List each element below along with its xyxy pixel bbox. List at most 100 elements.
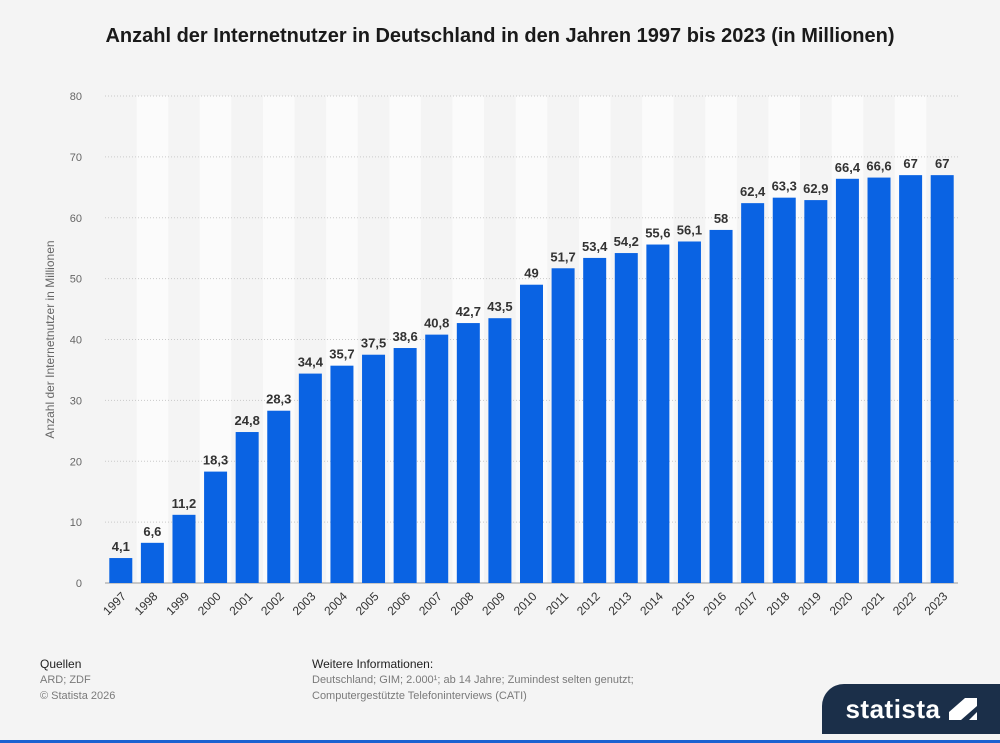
- data-label: 37,5: [361, 336, 386, 351]
- data-label: 51,7: [550, 249, 575, 264]
- bar: [835, 178, 859, 584]
- info-line-1: Deutschland; GIM; 2.000¹; ab 14 Jahre; Z…: [312, 674, 634, 686]
- data-label: 56,1: [677, 222, 702, 237]
- x-tick-label: 2014: [637, 589, 666, 618]
- bar: [204, 471, 228, 583]
- x-tick-label: 1999: [163, 589, 192, 618]
- x-tick-label: 2001: [227, 589, 256, 618]
- y-tick-label: 60: [70, 213, 82, 225]
- data-label: 62,4: [740, 184, 766, 199]
- x-tick-label: 2002: [258, 589, 287, 618]
- data-label: 66,6: [866, 159, 891, 174]
- x-tick-label: 2004: [321, 589, 350, 618]
- bar: [330, 365, 354, 583]
- y-tick-label: 0: [76, 578, 82, 590]
- x-tick-label: 2019: [795, 589, 824, 618]
- x-tick-label: 2008: [448, 589, 477, 618]
- x-tick-label: 2006: [384, 589, 413, 618]
- x-tick-label: 2013: [606, 589, 635, 618]
- x-tick-label: 2000: [195, 589, 224, 618]
- bar: [583, 257, 607, 583]
- data-label: 62,9: [803, 181, 828, 196]
- x-tick-label: 2016: [700, 589, 729, 618]
- data-label: 43,5: [487, 299, 512, 314]
- x-tick-label: 2020: [827, 589, 856, 618]
- x-tick-label: 2003: [290, 589, 319, 618]
- bar: [235, 432, 259, 583]
- data-label: 42,7: [456, 304, 481, 319]
- bar: [709, 229, 733, 584]
- data-label: 63,3: [772, 179, 797, 194]
- bar: [646, 244, 670, 583]
- bar: [930, 175, 954, 583]
- info-block: Weitere Informationen: Deutschland; GIM;…: [312, 656, 634, 704]
- y-tick-label: 50: [70, 274, 82, 286]
- bar: [772, 197, 796, 583]
- bar: [425, 334, 449, 583]
- bar: [551, 268, 575, 583]
- x-tick-label: 2022: [890, 589, 919, 618]
- data-label: 24,8: [235, 413, 260, 428]
- bar: [109, 558, 133, 583]
- data-label: 67: [935, 156, 949, 171]
- x-tick-label: 2010: [511, 589, 540, 618]
- y-tick-label: 70: [70, 152, 82, 164]
- data-label: 28,3: [266, 392, 291, 407]
- x-tick-label: 1997: [100, 589, 129, 618]
- data-label: 4,1: [112, 539, 130, 554]
- info-heading: Weitere Informationen:: [312, 657, 434, 671]
- y-tick-label: 40: [70, 335, 82, 347]
- statista-logo[interactable]: statista: [822, 684, 1000, 734]
- bar: [899, 175, 923, 583]
- data-label: 11,2: [172, 496, 197, 511]
- data-label: 6,6: [143, 524, 161, 539]
- x-tick-label: 2007: [416, 589, 445, 618]
- y-tick-label: 80: [70, 91, 82, 103]
- bar: [362, 354, 386, 583]
- logo-text: statista: [845, 693, 941, 724]
- bar: [614, 253, 638, 583]
- x-tick-label: 2009: [479, 589, 508, 618]
- bar: [393, 348, 417, 583]
- data-label: 58: [714, 211, 728, 226]
- y-tick-label: 20: [70, 456, 82, 468]
- data-label: 49: [524, 266, 538, 281]
- bar: [867, 177, 891, 583]
- copyright-text: © Statista 2026: [40, 690, 116, 702]
- x-tick-label: 2012: [574, 589, 603, 618]
- data-label: 54,2: [614, 234, 639, 249]
- bar: [140, 542, 164, 583]
- bar: [677, 241, 701, 583]
- bar: [456, 323, 480, 583]
- bar: [172, 514, 196, 583]
- sources-text: ARD; ZDF: [40, 674, 91, 686]
- bottom-accent-line: [0, 740, 1000, 743]
- bar: [741, 203, 765, 583]
- x-tick-label: 2011: [543, 589, 571, 617]
- x-tick-label: 2018: [764, 589, 793, 618]
- bar: [488, 318, 512, 583]
- y-tick-label: 30: [70, 395, 82, 407]
- data-label: 40,8: [424, 316, 449, 331]
- data-label: 38,6: [392, 329, 417, 344]
- data-label: 35,7: [329, 347, 354, 362]
- y-tick-label: 10: [70, 517, 82, 529]
- data-label: 34,4: [298, 355, 324, 370]
- chart-title: Anzahl der Internetnutzer in Deutschland…: [105, 25, 895, 47]
- x-tick-label: 2017: [732, 589, 761, 618]
- data-label: 18,3: [203, 453, 228, 468]
- x-tick-label: 2015: [669, 589, 698, 618]
- bar: [804, 200, 828, 583]
- statista-logo-icon: [948, 698, 977, 720]
- x-tick-label: 2023: [922, 589, 951, 618]
- info-line-2: Computergestützte Telefoninterviews (CAT…: [312, 690, 527, 702]
- x-tick-label: 2005: [353, 589, 382, 618]
- bar: [267, 410, 291, 583]
- data-label: 66,4: [835, 160, 861, 175]
- data-label: 55,6: [645, 226, 670, 241]
- sources-heading: Quellen: [40, 657, 82, 671]
- data-label: 53,4: [582, 239, 608, 254]
- bar: [520, 284, 543, 583]
- y-axis-title: Anzahl der Internetnutzer in Millionen: [43, 240, 57, 438]
- x-tick-label: 2021: [858, 589, 887, 618]
